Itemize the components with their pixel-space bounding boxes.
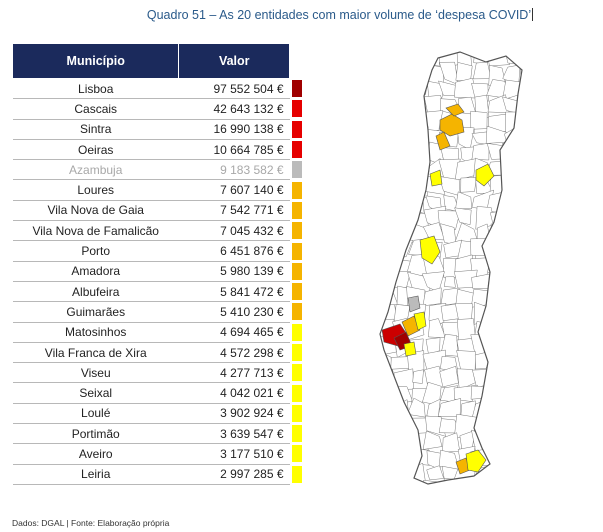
municipio-cell: Vila Nova de Gaia	[12, 200, 179, 222]
municipio-cell: Azambuja	[12, 159, 179, 181]
color-swatch	[291, 323, 302, 341]
table-row: Azambuja 9 183 582 €	[12, 159, 309, 181]
color-swatch	[291, 222, 302, 240]
valor-cell: 3 639 547 €	[178, 423, 290, 445]
valor-cell: 97 552 504 €	[178, 78, 290, 100]
color-swatch	[291, 80, 302, 98]
valor-cell: 2 997 285 €	[178, 464, 290, 485]
municipio-cell: Lisboa	[12, 78, 179, 100]
municipio-cell: Loures	[12, 179, 179, 201]
table-row: Sintra 16 990 138 €	[12, 119, 309, 140]
table-row: Aveiro 3 177 510 €	[12, 443, 309, 465]
municipality-table: Município Valor Lisboa 97 552 504 € Cascai…	[11, 43, 309, 485]
color-swatch	[291, 120, 302, 138]
valor-cell: 7 607 140 €	[178, 179, 290, 201]
color-swatch	[291, 201, 302, 219]
table-row: Leiria 2 997 285 €	[12, 464, 309, 485]
valor-cell: 4 277 713 €	[178, 362, 290, 384]
table-row: Lisboa 97 552 504 €	[12, 78, 309, 100]
table-row: Porto 6 451 876 €	[12, 240, 309, 262]
valor-cell: 7 542 771 €	[178, 200, 290, 222]
valor-cell: 4 694 465 €	[178, 322, 290, 343]
table-row: Seixal 4 042 021 €	[12, 382, 309, 404]
seixal-region	[403, 341, 417, 357]
valor-cell: 3 902 924 €	[178, 403, 290, 425]
table-row: Vila Nova de Famalicão 7 045 432 €	[12, 220, 309, 242]
portugal-map	[379, 51, 523, 485]
municipio-cell: Loulé	[12, 403, 179, 425]
municipio-cell: Guimarães	[12, 301, 179, 323]
text-cursor	[532, 8, 534, 21]
valor-cell: 5 410 230 €	[178, 301, 290, 323]
municipio-cell: Porto	[12, 240, 179, 262]
color-swatch	[291, 161, 302, 179]
municipio-cell: Oeiras	[12, 139, 179, 161]
valor-cell: 4 572 298 €	[178, 342, 290, 364]
azambuja-region	[407, 295, 421, 313]
leiria-region	[419, 235, 441, 265]
table-row: Guimarães 5 410 230 €	[12, 301, 309, 323]
table-title: Quadro 51 – As 20 entidades com maior vo…	[146, 8, 534, 22]
valor-cell: 5 980 139 €	[178, 261, 290, 282]
table-row: Loures 7 607 140 €	[12, 179, 309, 201]
valor-cell: 4 042 021 €	[178, 382, 290, 404]
table-row: Cascais 42 643 132 €	[12, 98, 309, 120]
municipio-cell: Matosinhos	[12, 322, 179, 343]
valor-cell: 9 183 582 €	[178, 159, 290, 181]
table-row: Loulé 3 902 924 €	[12, 403, 309, 425]
color-swatch	[291, 283, 302, 301]
portugal-outline	[379, 51, 523, 485]
color-swatch	[291, 384, 302, 402]
valor-cell: 10 664 785 €	[178, 139, 290, 161]
highlighted-municipalities	[381, 103, 495, 475]
table-row: Portimão 3 639 547 €	[12, 423, 309, 445]
table-row: Vila Nova de Gaia 7 542 771 €	[12, 200, 309, 222]
color-swatch	[291, 425, 302, 443]
municipio-cell: Leiria	[12, 464, 179, 485]
aveiro-region	[429, 169, 443, 187]
valor-cell: 5 841 472 €	[178, 281, 290, 303]
color-swatch	[291, 465, 302, 483]
color-swatch	[291, 344, 302, 361]
municipio-cell: Amadora	[12, 261, 179, 282]
guimaraes-region	[445, 103, 465, 117]
header-municipio: Município	[11, 43, 180, 79]
table-row: Oeiras 10 664 785 €	[12, 139, 309, 161]
table-row: Amadora 5 980 139 €	[12, 261, 309, 282]
valor-cell: 3 177 510 €	[178, 443, 290, 465]
famalicao-region	[435, 131, 451, 151]
color-swatch	[291, 242, 302, 260]
municipio-cell: Vila Nova de Famalicão	[12, 220, 179, 242]
vila-franca-region	[413, 311, 427, 331]
table-row: Matosinhos 4 694 465 €	[12, 322, 309, 343]
municipio-cell: Portimão	[12, 423, 179, 445]
table-body: Lisboa 97 552 504 € Cascais 42 643 132 € Sin…	[12, 78, 309, 485]
color-swatch	[291, 262, 302, 280]
municipio-cell: Cascais	[12, 98, 179, 120]
color-swatch	[291, 181, 302, 199]
viseu-region	[475, 163, 495, 187]
valor-cell: 6 451 876 €	[178, 240, 290, 262]
color-swatch	[291, 303, 302, 321]
valor-cell: 42 643 132 €	[178, 98, 290, 120]
source-note: Dados: DGAL | Fonte: Elaboração própria	[12, 518, 170, 528]
municipio-cell: Aveiro	[12, 443, 179, 465]
color-swatch	[291, 364, 302, 382]
valor-cell: 16 990 138 €	[178, 119, 290, 140]
header-valor: Valor	[178, 43, 291, 79]
color-swatch	[291, 141, 302, 159]
table-row: Albufeira 5 841 472 €	[12, 281, 309, 303]
table-row: Viseu 4 277 713 €	[12, 362, 309, 384]
municipio-cell: Viseu	[12, 362, 179, 384]
municipio-cell: Vila Franca de Xira	[12, 342, 179, 364]
municipio-cell: Albufeira	[12, 281, 179, 303]
color-swatch	[291, 445, 302, 463]
municipio-cell: Seixal	[12, 382, 179, 404]
color-swatch	[291, 404, 302, 422]
municipio-cell: Sintra	[12, 119, 179, 140]
table-row: Vila Franca de Xira 4 572 298 €	[12, 342, 309, 364]
albufeira-loule-region	[465, 449, 487, 473]
color-swatch	[291, 100, 302, 118]
valor-cell: 7 045 432 €	[178, 220, 290, 242]
